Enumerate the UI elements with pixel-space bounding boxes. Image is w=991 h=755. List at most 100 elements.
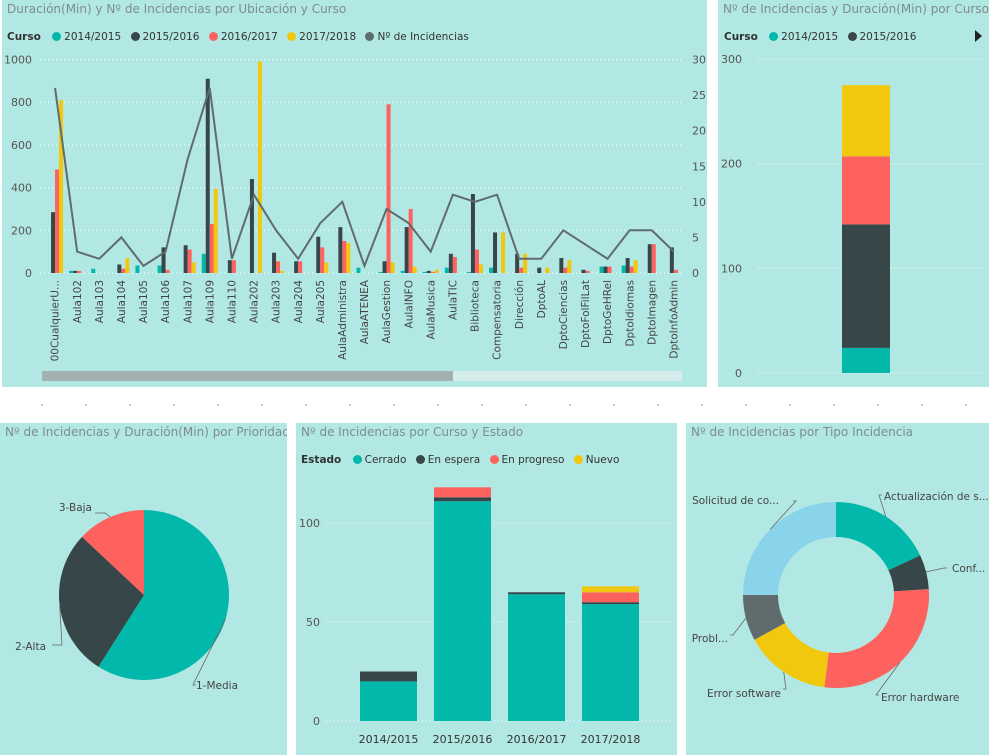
horizontal-scrollbar[interactable]: [42, 371, 682, 381]
estado-stacked-chart[interactable]: 0 50 100 2014/2015 2015/2016 2016/2017 2017/20…: [296, 423, 677, 755]
x-tick-label: Aula104: [116, 280, 128, 324]
legend-item-en-espera[interactable]: En espera: [415, 454, 480, 466]
tipo-chart-panel: Nº de Incidencias por Tipo Incidencia Ac…: [686, 423, 989, 755]
x-tick-label: Aula109: [204, 280, 216, 323]
legend-item-2015[interactable]: 2015/2016: [847, 31, 916, 43]
incidencias-line: [54, 87, 675, 269]
legend-item-2015[interactable]: 2015/2016: [130, 31, 199, 43]
stack-segment-2017-2018: [842, 85, 890, 157]
bar-2015-2016: [249, 179, 254, 273]
bar-2015-2016: [205, 78, 210, 273]
x-tick-label: Aula103: [94, 280, 106, 323]
bar-2015-2016: [493, 232, 498, 273]
bar-2016-2017: [474, 249, 479, 273]
legend-item-cerrado[interactable]: Cerrado: [352, 454, 406, 466]
bar-2015-2016: [625, 258, 630, 273]
bar-2016-2017: [276, 261, 281, 273]
bar-2014-2015: [599, 266, 604, 273]
bar-2017-2018: [412, 266, 417, 273]
stack-segment-En-espera: [582, 602, 639, 605]
y-tick-label: 400: [11, 182, 32, 195]
bar-2015-2016: [272, 252, 277, 273]
bar-2016-2017: [408, 208, 413, 273]
scrollbar-thumb[interactable]: [42, 371, 453, 381]
chart-legend[interactable]: Curso 2014/2015 2015/2016 2016/2017 2017…: [7, 31, 475, 43]
bar-2014-2015: [489, 267, 494, 273]
donut-label: Solicitud de co...: [692, 495, 779, 507]
legend-item-2017[interactable]: 2017/2018: [287, 31, 356, 43]
curso-stacked-chart[interactable]: 0 100 200 300: [718, 0, 989, 387]
bar-2017-2018: [390, 262, 395, 273]
bar-2016-2017: [121, 268, 126, 273]
prioridad-chart-panel: Nº de Incidencias y Duración(Min) por Pr…: [0, 423, 287, 755]
bar-2016-2017: [165, 269, 170, 273]
bar-2015-2016: [647, 244, 652, 273]
x-tick-label: DptoInfoAdmin: [669, 280, 681, 359]
y-tick-label: 300: [721, 53, 742, 66]
bar-2016-2017: [607, 266, 612, 273]
legend-item-nuevo[interactable]: Nuevo: [573, 454, 619, 466]
stack-segment-2015-2016: [842, 224, 890, 348]
y2-tick-label: 0: [692, 267, 699, 280]
stack-segment-2014-2015: [842, 347, 890, 373]
x-tick-label: DptoCiencias: [558, 280, 570, 349]
pie-leader-line: [52, 605, 63, 646]
bar-2015-2016: [294, 261, 299, 273]
y-tick-label: 0: [25, 267, 32, 280]
legend-item-incidencias[interactable]: Nº de Incidencias: [365, 31, 469, 43]
donut-leader-line: [878, 494, 887, 517]
estado-chart-panel: Nº de Incidencias por Curso y Estado Est…: [296, 423, 677, 755]
bar-2015-2016: [426, 270, 431, 273]
donut-segment-4: [743, 595, 786, 640]
triangle-right-icon[interactable]: [975, 30, 982, 42]
legend-item-2014[interactable]: 2014/2015: [52, 31, 121, 43]
stack-segment-Cerrado: [508, 594, 565, 721]
chart-legend[interactable]: Curso 2014/2015 2015/2016: [724, 31, 922, 43]
bar-2015-2016: [515, 253, 520, 273]
prioridad-pie-chart[interactable]: 1-Media 2-Alta 3-Baja: [0, 423, 287, 755]
bar-2015-2016: [316, 236, 321, 273]
x-tick-label: Aula106: [160, 280, 172, 324]
legend-item-2016[interactable]: 2016/2017: [208, 31, 278, 43]
bar-2016-2017: [77, 270, 82, 273]
bar-2017-2018: [501, 232, 506, 273]
bar-2014-2015: [466, 271, 471, 273]
chart-legend[interactable]: Estado Cerrado En espera En progreso Nue…: [301, 454, 625, 466]
x-tick-label: AulaTIC: [448, 280, 460, 320]
location-bar-line-chart[interactable]: 0 200 400 600 800 1000 0 5 10 15 20 25 30 00Cualquier…: [2, 0, 707, 387]
x-tick-label: Biblioteca: [470, 280, 482, 332]
legend-title: Curso: [7, 31, 41, 43]
y-tick-label: 800: [11, 96, 32, 109]
pie-label: 2-Alta: [15, 641, 46, 653]
donut-label: Probl...: [692, 633, 728, 645]
bar-2017-2018: [523, 253, 528, 273]
stack-segment-En-espera: [508, 592, 565, 595]
legend-item-en-progreso[interactable]: En progreso: [489, 454, 564, 466]
legend-item-2014[interactable]: 2014/2015: [769, 31, 838, 43]
pie-leader-line: [192, 618, 226, 686]
bar-2014-2015: [422, 271, 427, 273]
x-tick-label: 2015/2016: [433, 733, 493, 746]
x-tick-label: AulaINFO: [403, 280, 415, 328]
y-tick-label: 0: [313, 715, 320, 728]
x-tick-label: Aula202: [249, 280, 261, 323]
y-tick-label: 100: [299, 517, 320, 530]
tipo-donut-chart[interactable]: Actualización de s... Conf... Error hardwa…: [686, 423, 989, 755]
bar-2015-2016: [470, 194, 475, 273]
x-tick-label: DptoGeHRel: [602, 280, 614, 344]
panel-title: Nº de Incidencias por Curso y Estado: [301, 425, 524, 439]
pie-slice-2-Alta: [59, 536, 145, 667]
panel-title: Nº de Incidencias y Duración(Min) por Cu…: [723, 2, 989, 16]
bar-2017-2018: [633, 260, 638, 273]
x-tick-label: Aula105: [138, 280, 150, 323]
bar-2015-2016: [117, 264, 122, 273]
bar-2017-2018: [346, 243, 351, 273]
bar-2015-2016: [161, 247, 166, 273]
stack-segment-Cerrado: [582, 604, 639, 721]
bar-2015-2016: [559, 258, 564, 273]
x-tick-label: AulaMusica: [425, 280, 437, 340]
bar-2017-2018: [257, 61, 262, 274]
bar-2014-2015: [621, 265, 626, 273]
pie-leader-line: [95, 512, 111, 518]
bar-2015-2016: [183, 245, 188, 273]
